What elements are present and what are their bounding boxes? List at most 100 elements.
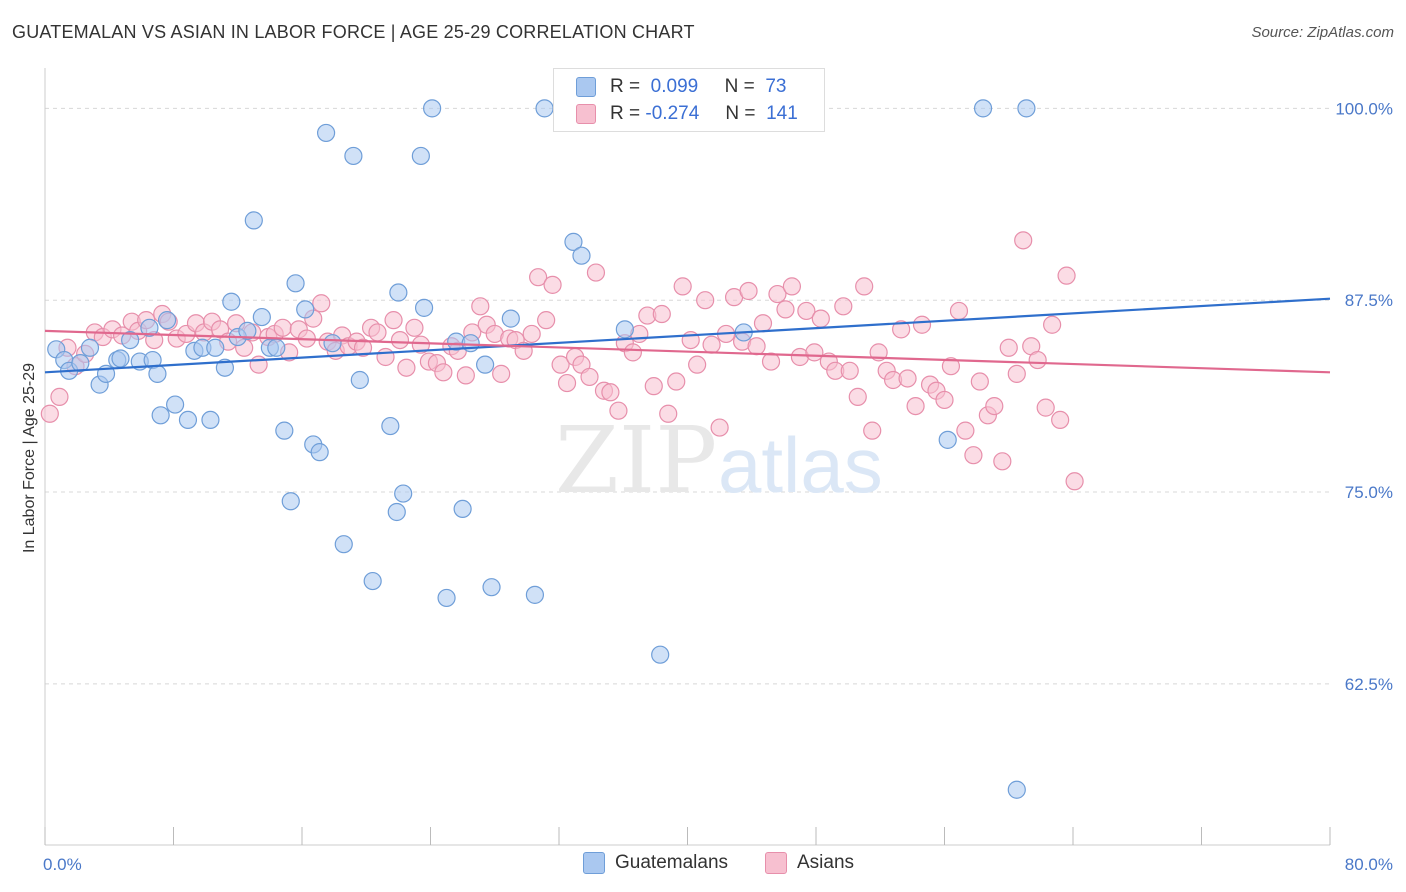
asian-point-97 bbox=[776, 300, 795, 319]
guatemalan-point-13 bbox=[148, 364, 167, 383]
asian-point-130 bbox=[1014, 231, 1033, 250]
asian-point-107 bbox=[848, 387, 867, 406]
guatemalan-point-67 bbox=[1017, 99, 1036, 118]
asian-point-95 bbox=[761, 352, 781, 371]
legend-r-label-2: R = bbox=[610, 103, 641, 124]
guatemalans-swatch bbox=[583, 852, 605, 874]
asian-point-74 bbox=[609, 401, 628, 420]
guatemalan-point-20 bbox=[201, 410, 220, 430]
guatemalan-point-49 bbox=[437, 588, 456, 608]
asian-point-65 bbox=[543, 275, 562, 294]
asian-point-119 bbox=[935, 390, 954, 410]
asian-point-28 bbox=[273, 318, 292, 337]
guatemalan-point-38 bbox=[334, 535, 353, 554]
asian-point-98 bbox=[782, 277, 802, 296]
guatemalan-point-42 bbox=[381, 416, 400, 436]
asian-point-134 bbox=[1043, 315, 1062, 334]
asian-point-109 bbox=[863, 421, 882, 440]
asian-point-44 bbox=[390, 330, 410, 350]
legend-blue-r: 0.099 bbox=[650, 76, 699, 97]
guatemalan-point-26 bbox=[244, 211, 263, 230]
grid-lines bbox=[45, 107, 1330, 685]
chart-title: GUATEMALAN VS ASIAN IN LABOR FORCE | AGE… bbox=[12, 22, 695, 42]
asian-point-137 bbox=[1065, 472, 1084, 491]
asian-point-71 bbox=[586, 263, 606, 282]
legend-item-asians[interactable]: Asians bbox=[765, 852, 854, 874]
legend-pink-n: 141 bbox=[766, 103, 798, 124]
asian-point-123 bbox=[964, 446, 983, 465]
legend-n-label-2: N = bbox=[725, 103, 756, 124]
asian-point-80 bbox=[652, 304, 671, 324]
guatemalan-point-3 bbox=[71, 354, 90, 373]
guatemalan-point-22 bbox=[215, 358, 234, 377]
guatemalan-point-44 bbox=[389, 283, 408, 302]
asian-point-113 bbox=[892, 320, 911, 339]
guatemalans-label: Guatemalans bbox=[615, 852, 729, 873]
guatemalan-point-35 bbox=[310, 443, 329, 462]
asian-point-66 bbox=[551, 355, 570, 374]
guatemalan-point-48 bbox=[423, 99, 442, 118]
guatemalan-point-17 bbox=[178, 410, 198, 430]
stats-legend: R = 0.099 N = 73 R = -0.274 N = 141 bbox=[553, 68, 825, 132]
asian-point-45 bbox=[397, 358, 416, 377]
asian-point-132 bbox=[1028, 350, 1047, 370]
asian-point-1 bbox=[50, 387, 69, 406]
asian-point-101 bbox=[805, 343, 824, 362]
asian-point-67 bbox=[557, 373, 577, 393]
guatemalan-point-29 bbox=[267, 338, 286, 357]
asian-point-115 bbox=[906, 396, 925, 416]
series-legend: Guatemalans Asians bbox=[0, 852, 1406, 878]
asian-point-47 bbox=[411, 335, 430, 354]
legend-blue-n: 73 bbox=[765, 76, 787, 97]
legend-swatch-blue bbox=[576, 77, 596, 97]
asian-point-92 bbox=[739, 281, 758, 301]
asians-label: Asians bbox=[797, 852, 855, 873]
guatemalan-point-41 bbox=[363, 571, 382, 591]
guatemalan-point-27 bbox=[252, 307, 271, 327]
guatemalan-point-4 bbox=[80, 338, 100, 357]
x-tick-label-min: 0.0% bbox=[43, 855, 82, 874]
asian-point-79 bbox=[644, 377, 663, 396]
guatemalan-point-15 bbox=[157, 311, 177, 330]
asian-point-133 bbox=[1036, 398, 1055, 417]
asian-trend-line bbox=[44, 329, 1331, 374]
x-tick-label-max: 80.0% bbox=[1345, 855, 1393, 874]
guatemalan-point-66 bbox=[1007, 780, 1026, 799]
asian-point-100 bbox=[797, 301, 816, 321]
guatemalan-point-45 bbox=[394, 484, 413, 503]
asian-point-70 bbox=[580, 367, 599, 387]
y-tick-label-3: 100.0% bbox=[1335, 99, 1393, 118]
legend-row-guatemalans: R = 0.099 N = 73 bbox=[576, 76, 786, 98]
guatemalan-point-57 bbox=[535, 99, 554, 118]
asian-point-83 bbox=[673, 277, 692, 296]
guatemalan-point-33 bbox=[296, 300, 315, 319]
asian-point-73 bbox=[601, 383, 620, 402]
guatemalan-point-51 bbox=[453, 499, 472, 519]
asian-point-76 bbox=[623, 343, 642, 362]
y-tick-label-2: 87.5% bbox=[1345, 291, 1393, 310]
asian-point-116 bbox=[912, 315, 932, 334]
asian-point-114 bbox=[898, 369, 917, 388]
asian-point-120 bbox=[941, 357, 961, 376]
guatemalan-point-37 bbox=[323, 334, 342, 353]
asian-point-121 bbox=[949, 301, 969, 321]
asian-point-46 bbox=[405, 318, 424, 337]
legend-item-guatemalans[interactable]: Guatemalans bbox=[583, 852, 728, 874]
guatemalan-point-23 bbox=[222, 292, 241, 311]
guatemalan-point-9 bbox=[121, 330, 140, 350]
legend-row-asians: R = -0.274 N = 141 bbox=[576, 103, 798, 125]
axes bbox=[44, 68, 1331, 846]
source-label: Source: ZipAtlas.com bbox=[1251, 24, 1394, 41]
legend-n-label: N = bbox=[724, 76, 755, 97]
guatemalan-point-58 bbox=[564, 232, 583, 251]
asian-point-41 bbox=[368, 323, 387, 342]
asian-point-96 bbox=[768, 284, 787, 304]
asian-point-86 bbox=[696, 291, 715, 310]
guatemalan-point-30 bbox=[275, 421, 294, 440]
asian-point-81 bbox=[659, 404, 678, 423]
guatemalan-point-61 bbox=[651, 645, 670, 664]
asian-point-58 bbox=[492, 364, 511, 383]
asian-point-94 bbox=[753, 314, 773, 333]
guatemalan-point-14 bbox=[151, 406, 170, 425]
